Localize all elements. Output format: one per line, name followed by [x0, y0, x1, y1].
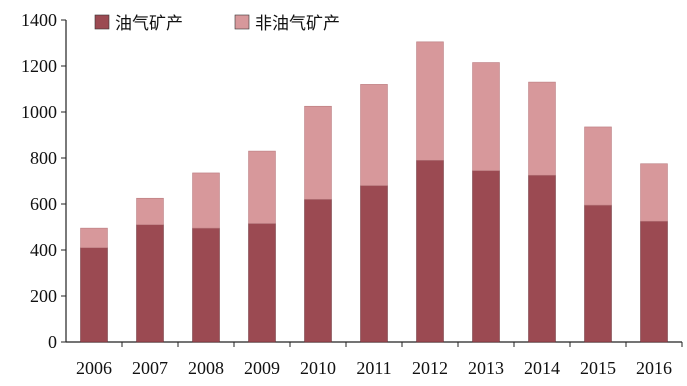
- bar-oil-gas: [360, 185, 388, 343]
- bar-oil-gas: [472, 170, 500, 343]
- bar-non-oil-gas: [584, 126, 612, 206]
- bar-non-oil-gas: [416, 41, 444, 161]
- y-tick-label: 800: [30, 148, 57, 168]
- y-tick-label: 200: [30, 286, 57, 306]
- x-tick-label: 2010: [300, 358, 336, 378]
- bar-non-oil-gas: [80, 227, 108, 248]
- bar-non-oil-gas: [136, 197, 164, 226]
- y-tick-label: 600: [30, 194, 57, 214]
- x-tick-label: 2013: [468, 358, 504, 378]
- axes: 0 200 400 600 800 1000 1200 1400 2006 2007 2008 200…: [21, 10, 683, 378]
- x-tick-label: 2014: [524, 358, 560, 378]
- bar-oil-gas: [80, 247, 108, 343]
- y-tick-label: 1000: [21, 102, 57, 122]
- bar-oil-gas: [416, 160, 444, 343]
- legend-swatch-oil-gas: [94, 14, 110, 30]
- bar-oil-gas: [192, 227, 220, 343]
- x-tick-label: 2007: [132, 358, 168, 378]
- bar-oil-gas: [584, 204, 612, 343]
- bar-non-oil-gas: [640, 163, 668, 222]
- x-tick-label: 2008: [188, 358, 224, 378]
- legend-label-oil-gas: 油气矿产: [115, 14, 183, 34]
- legend-label-non-oil-gas: 非油气矿产: [255, 14, 340, 34]
- bar-non-oil-gas: [304, 105, 332, 200]
- legend: 油气矿产 非油气矿产: [94, 14, 340, 34]
- y-tick-label: 1400: [21, 10, 57, 30]
- bar-non-oil-gas: [248, 150, 276, 224]
- bar-non-oil-gas: [192, 172, 220, 229]
- bar-oil-gas: [248, 223, 276, 343]
- x-tick-label: 2009: [244, 358, 280, 378]
- bar-oil-gas: [136, 224, 164, 343]
- x-tick-label: 2011: [356, 358, 391, 378]
- x-tick-label: 2015: [580, 358, 616, 378]
- bar-oil-gas: [528, 174, 556, 343]
- y-tick-label: 0: [48, 332, 57, 352]
- x-tick-label: 2006: [76, 358, 112, 378]
- bar-oil-gas: [304, 199, 332, 343]
- bar-non-oil-gas: [528, 81, 556, 176]
- y-tick-label: 1200: [21, 56, 57, 76]
- x-tick-label: 2012: [412, 358, 448, 378]
- bars: [80, 41, 668, 343]
- bar-non-oil-gas: [472, 62, 500, 171]
- legend-swatch-non-oil-gas: [234, 14, 250, 30]
- bar-non-oil-gas: [360, 84, 388, 186]
- y-tick-label: 400: [30, 240, 57, 260]
- x-tick-label: 2016: [636, 358, 672, 378]
- bar-oil-gas: [640, 220, 668, 343]
